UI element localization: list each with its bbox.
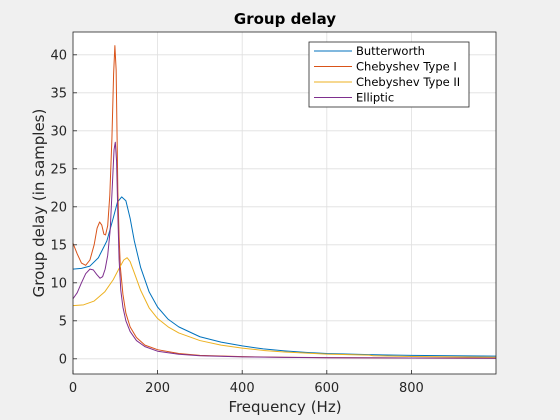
x-tick-label: 400 <box>230 381 255 396</box>
series-line-2 <box>72 257 497 358</box>
y-axis-label: Group delay (in samples) <box>30 109 48 298</box>
y-tick-label: 5 <box>59 314 67 329</box>
legend-label: Elliptic <box>356 91 394 105</box>
y-tick-label: 25 <box>50 162 67 177</box>
series-layer <box>72 45 497 359</box>
y-tick-label: 0 <box>59 352 67 367</box>
y-tick-label: 20 <box>50 200 67 215</box>
plot-frame <box>72 31 497 375</box>
legend-box <box>308 41 470 108</box>
tick-labels: 0 200 400 600 800 0 5 10 15 20 25 30 35 40 <box>50 48 423 396</box>
y-tick-label: 30 <box>50 124 67 139</box>
legend-label: Chebyshev Type I <box>356 60 457 74</box>
legend-label: Chebyshev Type II <box>356 75 460 89</box>
y-tick-label: 15 <box>50 238 67 253</box>
tick-marks <box>72 54 412 374</box>
y-tick-label: 40 <box>50 48 67 63</box>
chart-title: Group delay <box>234 10 336 28</box>
x-axis-label: Frequency (Hz) <box>228 398 341 416</box>
series-line-3 <box>72 141 497 359</box>
x-tick-label: 0 <box>69 381 77 396</box>
series-line-1 <box>72 45 497 359</box>
series-line-0 <box>72 196 497 357</box>
x-tick-label: 200 <box>145 381 170 396</box>
x-tick-label: 800 <box>399 381 424 396</box>
y-tick-label: 35 <box>50 86 67 101</box>
x-tick-label: 600 <box>314 381 339 396</box>
y-tick-label: 10 <box>50 276 67 291</box>
legend-label: Butterworth <box>356 44 425 58</box>
